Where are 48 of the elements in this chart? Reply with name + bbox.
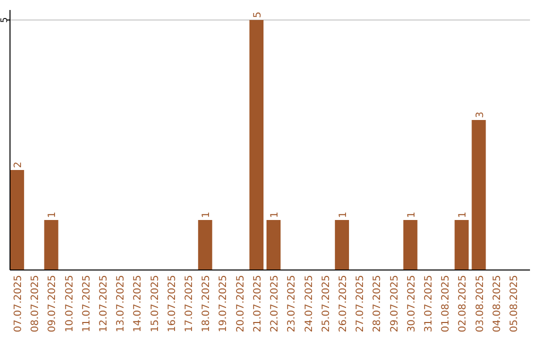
data-label: 1: [47, 212, 58, 218]
data-label: 1: [406, 212, 418, 218]
data-label: 1: [338, 212, 349, 218]
x-tick-label: 15.07.2025: [150, 275, 161, 332]
x-tick-label: 01.08.2025: [440, 275, 452, 332]
bar: [249, 20, 264, 270]
data-label: 1: [201, 212, 212, 218]
x-tick-label: 24.07.2025: [304, 275, 315, 332]
x-tick-label: 03.08.2025: [474, 275, 486, 332]
x-tick-label: 31.07.2025: [423, 275, 434, 332]
x-tick-label: 04.08.2025: [492, 275, 503, 332]
x-tick-label: 25.07.2025: [320, 275, 332, 332]
x-tick-label: 14.07.2025: [132, 275, 144, 332]
bar: [198, 220, 212, 270]
x-tick-label: 18.07.2025: [201, 275, 212, 332]
data-label: 5: [252, 12, 264, 18]
x-tick-label: 12.07.2025: [98, 275, 110, 332]
x-tick-label: 19.07.2025: [218, 275, 230, 332]
bar: [44, 220, 58, 270]
bar: [454, 220, 469, 270]
x-tick-label: 17.07.2025: [184, 275, 196, 332]
x-tick-label: 13.07.2025: [116, 275, 127, 332]
x-tick-label: 10.07.2025: [64, 275, 76, 332]
x-tick-label: 20.07.2025: [235, 275, 246, 332]
bar: [334, 220, 349, 270]
bar: [472, 120, 486, 270]
x-tick-label: 29.07.2025: [389, 275, 400, 332]
x-tick-label: 26.07.2025: [338, 275, 349, 332]
bar: [403, 220, 418, 270]
x-tick-label: 09.07.2025: [47, 275, 58, 332]
data-label: 1: [270, 212, 281, 218]
x-tick-label: 23.07.2025: [286, 275, 298, 332]
x-tick-label: 05.08.2025: [508, 275, 520, 332]
bar: [10, 170, 24, 270]
x-tick-label: 02.08.2025: [458, 275, 469, 332]
x-tick-label: 16.07.2025: [166, 275, 178, 332]
x-tick-label: 28.07.2025: [372, 275, 384, 332]
data-label: 2: [13, 162, 24, 168]
x-tick-label: 07.07.2025: [13, 275, 24, 332]
x-tick-label: 22.07.2025: [270, 275, 281, 332]
bar: [266, 220, 281, 270]
x-tick-label: 27.07.2025: [355, 275, 366, 332]
x-tick-label: 21.07.2025: [252, 275, 264, 332]
data-label: 1: [458, 212, 469, 218]
x-tick-label: 30.07.2025: [406, 275, 418, 332]
data-label: 3: [474, 112, 486, 118]
x-tick-label: 08.07.2025: [30, 275, 42, 332]
x-tick-label: 11.07.2025: [81, 275, 92, 332]
